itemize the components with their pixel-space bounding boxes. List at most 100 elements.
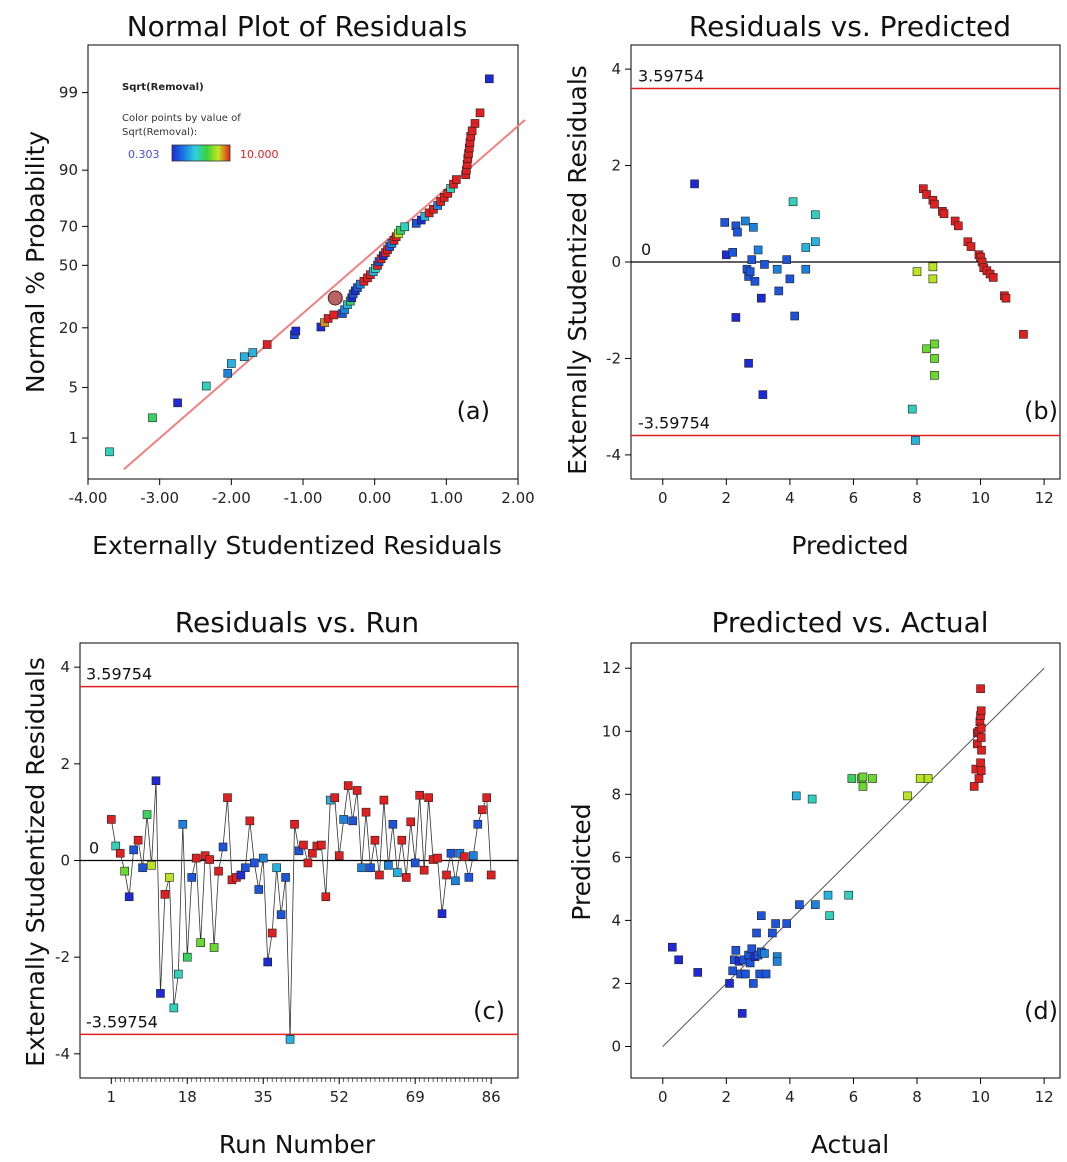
panel-d-x-tick-label: 0	[658, 1088, 668, 1106]
panel-c-data-point	[469, 851, 478, 860]
panel-d-data-point	[674, 955, 683, 965]
residuals-vs-run-panel: Residuals vs. Run Externally Studentized…	[21, 606, 519, 1159]
panel-d-title: Predicted vs. Actual	[711, 606, 988, 639]
panel-b-data-point	[690, 179, 699, 189]
panel-d-data-point	[807, 794, 817, 804]
panel-c-data-point	[250, 858, 259, 868]
panel-c-data-point	[424, 793, 433, 802]
panel-a-data-point	[173, 398, 182, 408]
panel-c-data-point	[290, 819, 299, 829]
panel-b-data-point	[912, 267, 922, 276]
panel-c-data-point	[451, 876, 460, 886]
panel-c-data-point	[294, 846, 304, 856]
panel-a-x-tick-label: -1.00	[284, 489, 323, 507]
panel-b-data-point	[744, 358, 753, 368]
panel-c-data-point	[182, 952, 192, 962]
panel-c-data-point	[410, 858, 420, 868]
panel-d-data-point	[731, 946, 741, 955]
panel-b-data-point	[790, 311, 799, 321]
panel-c-y-tick-label: 0	[60, 852, 70, 870]
panel-c-data-point	[236, 870, 246, 880]
panel-c-data-point	[241, 863, 250, 873]
panel-d-data-point	[976, 706, 986, 716]
panel-a-legend-text: Sqrt(Removal):	[122, 127, 197, 138]
panel-c-data-point	[223, 793, 232, 802]
panel-d-data-point	[760, 949, 769, 958]
panel-c-data-point	[138, 863, 147, 873]
panel-a-data-point	[201, 381, 211, 391]
panel-c-data-point	[106, 815, 116, 824]
predicted-vs-actual-panel: Predicted vs. Actual Predicted Actual (d…	[567, 606, 1061, 1159]
panel-d-data-point	[858, 772, 868, 782]
panel-c-data-point	[187, 873, 197, 882]
panel-c-data-point	[303, 858, 313, 868]
panel-a-data-point	[467, 126, 477, 136]
panel-c-data-point	[393, 868, 402, 877]
panel-c-data-point	[156, 989, 165, 998]
panel-c-data-point	[486, 870, 496, 880]
panel-c-data-point	[419, 865, 429, 875]
panel-c-data-point	[147, 861, 156, 870]
panel-b-data-point	[745, 267, 755, 276]
panel-c-data-point	[276, 910, 286, 919]
panel-c-data-point	[191, 853, 201, 863]
panel-c-data-point	[334, 851, 344, 860]
normal-plot-panel: Normal Plot of Residuals Normal % Probab…	[21, 10, 535, 560]
panel-a-tag: (a)	[457, 397, 490, 425]
panel-d-data-point	[823, 890, 833, 900]
panel-b-data-point	[911, 436, 920, 445]
panel-c-y-tick-label: -4	[55, 1045, 70, 1063]
panel-d-data-point	[969, 782, 979, 791]
panel-a-xlabel: Externally Studentized Residuals	[92, 531, 502, 560]
panel-b-data-point	[760, 260, 769, 269]
panel-b-x-tick-label: 8	[912, 489, 922, 507]
panel-c-data-point	[209, 943, 219, 952]
panel-a-data-point	[105, 447, 114, 457]
panel-d-data-point	[795, 900, 804, 909]
panel-c-data-point	[142, 810, 152, 819]
panel-d-data-point	[976, 733, 986, 742]
panel-d-y-tick-label: 12	[602, 659, 621, 677]
panel-c-data-point	[379, 795, 389, 805]
panel-c-data-point	[473, 819, 483, 829]
panel-b-data-point	[954, 221, 963, 231]
panel-b-data-point	[749, 222, 758, 232]
panel-b-data-point	[930, 199, 939, 209]
panel-a-colorbar-min-label: 0.303	[128, 148, 160, 161]
panel-c-data-point	[370, 835, 380, 845]
panel-d-y-tick-label: 6	[611, 848, 621, 866]
panel-d-data-point	[725, 979, 734, 988]
panel-a-data-point	[148, 413, 157, 423]
panel-b-data-point	[728, 248, 737, 257]
panel-c-xlabel: Run Number	[219, 1130, 376, 1159]
panel-a-x-tick-label: 1.00	[430, 489, 463, 507]
panel-a-data-point	[470, 119, 480, 128]
panel-c-data-point	[245, 816, 255, 826]
panel-a-legend-title: Sqrt(Removal)	[122, 82, 204, 93]
panel-d-data-point	[903, 791, 912, 801]
panel-b-data-point	[922, 344, 931, 354]
panel-c-data-point	[178, 819, 188, 829]
panel-b-limit-label: 3.59754	[638, 67, 704, 86]
panel-b-data-point	[801, 264, 811, 274]
panel-a-ylabel: Normal % Probability	[21, 131, 50, 393]
panel-b-data-point	[756, 293, 766, 303]
panel-a-x-tick-label: 2.00	[501, 489, 534, 507]
panel-b-data-point	[750, 276, 760, 286]
panel-c-data-point	[460, 852, 469, 861]
panel-a-legend-text: Color points by value of	[122, 113, 241, 124]
panel-d-data-point	[976, 723, 986, 733]
panel-d-data-point	[977, 745, 986, 755]
panel-c-data-point	[308, 848, 317, 858]
panel-a-x-tick-label: -3.00	[140, 489, 179, 507]
panel-c-data-point	[397, 835, 407, 845]
panel-b-x-tick-label: 10	[971, 489, 990, 507]
panel-c-data-point	[111, 841, 121, 851]
panel-d-plot-frame	[630, 642, 1061, 1079]
panel-d-data-point	[974, 774, 984, 783]
panel-c-data-point	[267, 928, 277, 938]
panel-d-data-point	[976, 684, 985, 694]
panel-c-data-point	[464, 873, 474, 882]
panel-c-data-point	[285, 1035, 295, 1044]
panel-d-data-point	[791, 791, 801, 801]
